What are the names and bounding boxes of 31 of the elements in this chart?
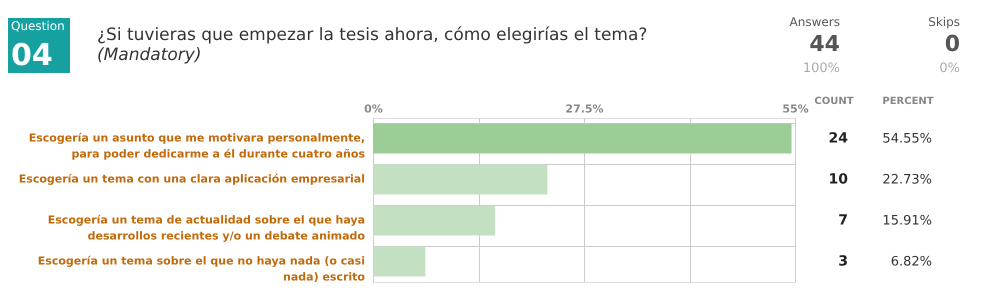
text: Skips (928, 15, 960, 29)
text: Answers (790, 15, 840, 29)
text: 24 (828, 130, 848, 146)
data-label: 6.82% (890, 254, 932, 270)
text: 100% (802, 61, 840, 76)
text: (Mandatory) (97, 45, 202, 65)
text: 44 (809, 32, 840, 57)
data-label: 54.55% (882, 132, 932, 146)
text: PERCENT (882, 96, 934, 107)
chart-title: ¿Si tuvieras que empezar la tesis ahora, cómo elegirías el tema? (97, 25, 648, 45)
text: Question (11, 19, 65, 33)
y-tick-label: Escogería un tema sobre el que no haya nada (o casi nada) escrito (38, 254, 366, 284)
text: 0 (944, 32, 960, 57)
bar (373, 164, 548, 194)
text: 04 (11, 38, 53, 73)
data-label: 15.91% (882, 214, 932, 228)
bar (373, 246, 426, 276)
y-tick-label: Escogería un asunto que me motivara personalmente, para poder dedicarme a él durante cuatro años (28, 132, 366, 160)
x-tick-label: 0% (364, 102, 383, 116)
text: 7 (838, 212, 848, 228)
x-tick-label: 55% (782, 102, 809, 116)
text: COUNT (814, 96, 854, 107)
x-tick-label: 27.5% (565, 102, 604, 116)
data-label: 22.73% (882, 172, 932, 188)
y-tick-label: Escogería un tema con una clara aplicación empresarial (18, 172, 365, 186)
text: 10 (828, 172, 848, 188)
bar (373, 124, 792, 154)
y-tick-label: Escogería un tema de actualidad sobre el que haya desarrollos recientes y/o un debate animado (48, 214, 366, 242)
bar (373, 206, 496, 236)
text: 0% (939, 61, 960, 76)
text: 3 (838, 254, 848, 270)
